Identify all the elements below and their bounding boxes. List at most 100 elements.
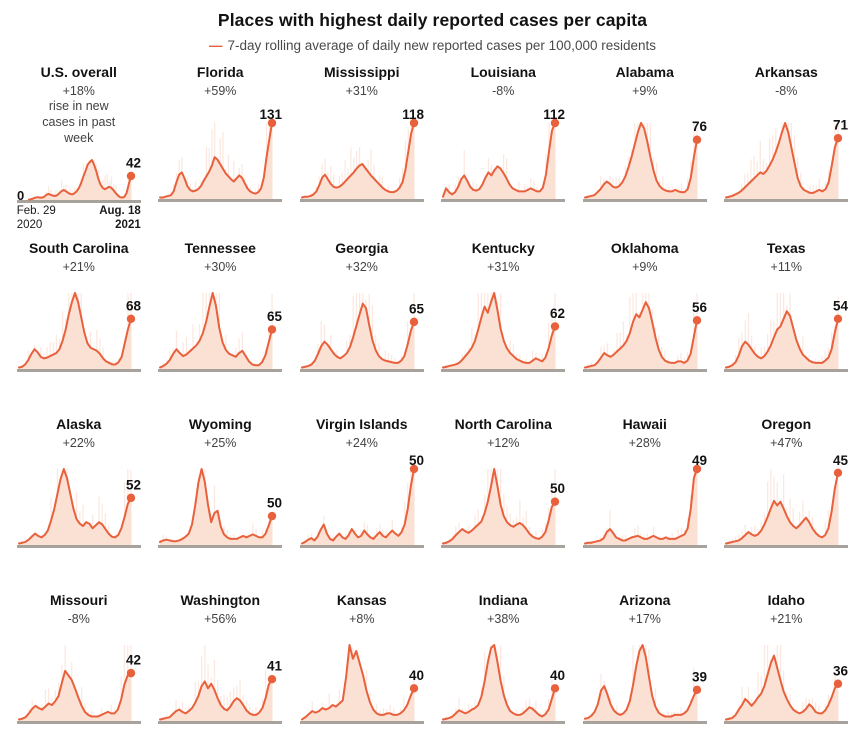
sparkline-chart: 36 bbox=[724, 645, 849, 724]
area-fill bbox=[301, 469, 414, 545]
daily-raw-bar bbox=[518, 181, 520, 199]
sparkline-chart: 71 bbox=[724, 118, 849, 202]
sparkline-chart: 56 bbox=[582, 293, 707, 372]
x-axis-baseline bbox=[16, 369, 141, 372]
area-fill bbox=[160, 293, 273, 369]
daily-raw-bar bbox=[271, 521, 273, 545]
state-name: Mississippi bbox=[324, 64, 400, 80]
rolling-average-line bbox=[442, 292, 557, 369]
axis-start-date: Feb. 29 2020 bbox=[16, 205, 56, 232]
state-name: U.S. overall bbox=[40, 64, 117, 80]
sparkline-chart: 52 bbox=[16, 468, 141, 548]
state-name: Indiana bbox=[478, 592, 528, 608]
daily-raw-bar bbox=[696, 128, 698, 199]
small-multiples-grid: U.S. overall +18% rise in new cases in p… bbox=[8, 64, 857, 724]
daily-raw-bar bbox=[130, 645, 132, 721]
rolling-average-line bbox=[17, 292, 132, 369]
latest-value-dot bbox=[834, 679, 843, 688]
state-name: Wyoming bbox=[188, 416, 252, 432]
x-axis-baseline bbox=[158, 369, 283, 372]
area-fill bbox=[726, 311, 839, 369]
sparkline-chart: 40 bbox=[299, 644, 424, 724]
grid-row: Alaska +22% 52 Wyoming +25% 50 Virgin Is… bbox=[8, 416, 857, 548]
state-panel: Idaho +21% 36 bbox=[716, 592, 858, 724]
latest-value-label: 39 bbox=[692, 669, 707, 684]
area-fill bbox=[301, 303, 414, 369]
latest-value-label: 76 bbox=[692, 119, 707, 134]
state-panel: Arizona +17% 39 bbox=[574, 592, 716, 724]
state-panel: Virgin Islands +24% 50 bbox=[291, 416, 433, 548]
state-panel: Oregon +47% 45 bbox=[716, 416, 858, 548]
change-percent: +28% bbox=[628, 436, 661, 451]
state-name: Oklahoma bbox=[610, 240, 679, 256]
latest-value-label: 54 bbox=[833, 298, 848, 313]
state-panel: Oklahoma +9% 56 bbox=[574, 240, 716, 372]
latest-value-label: 40 bbox=[409, 668, 424, 683]
rolling-average-line bbox=[159, 468, 274, 543]
change-percent: +30% bbox=[204, 260, 237, 275]
latest-value-dot bbox=[268, 118, 277, 128]
state-name: Washington bbox=[180, 592, 261, 608]
state-panel: Louisiana -8% 112 bbox=[433, 64, 575, 230]
rolling-average-line bbox=[300, 302, 415, 369]
sparkline-chart: 39 bbox=[582, 644, 707, 724]
legend-line-swatch: — bbox=[208, 38, 223, 53]
latest-value-label: 40 bbox=[550, 668, 565, 683]
state-name: Kansas bbox=[336, 592, 387, 608]
change-percent: +21% bbox=[770, 612, 803, 627]
latest-value-label: 65 bbox=[409, 301, 424, 316]
state-name: Arkansas bbox=[754, 64, 818, 80]
rolling-average-line bbox=[27, 159, 132, 202]
rolling-average-line bbox=[583, 644, 698, 720]
change-percent: +9% bbox=[632, 260, 658, 275]
area-fill bbox=[301, 645, 414, 721]
daily-raw-bar bbox=[837, 123, 839, 199]
rolling-average-line bbox=[159, 122, 274, 199]
latest-value-dot bbox=[692, 316, 701, 325]
rolling-average-line bbox=[725, 310, 840, 369]
change-percent: +18% bbox=[62, 84, 95, 99]
sparkline-chart: 50 bbox=[299, 453, 424, 548]
daily-raw-bar bbox=[222, 132, 224, 199]
daily-raw-bar bbox=[413, 469, 415, 545]
latest-value-label: 50 bbox=[267, 496, 282, 511]
change-percent: -8% bbox=[492, 84, 515, 99]
change-percent: +21% bbox=[62, 260, 95, 275]
latest-value-label: 50 bbox=[550, 481, 565, 496]
change-percent: +25% bbox=[204, 436, 237, 451]
latest-value-dot bbox=[834, 134, 843, 143]
x-axis-baseline bbox=[724, 545, 849, 548]
latest-value-label: 118 bbox=[402, 107, 424, 122]
rolling-average-line bbox=[442, 468, 557, 545]
daily-raw-bar bbox=[413, 123, 415, 199]
area-fill bbox=[443, 469, 556, 545]
daily-raw-bar bbox=[696, 293, 698, 369]
latest-value-dot bbox=[551, 118, 560, 128]
area-fill bbox=[443, 293, 556, 369]
state-panel: Missouri -8% 42 bbox=[8, 592, 150, 724]
x-axis-labels: Feb. 29 2020 Aug. 18 2021 bbox=[17, 204, 141, 231]
daily-raw-bar bbox=[413, 293, 415, 369]
latest-value-dot bbox=[834, 468, 843, 477]
daily-raw-bar bbox=[767, 481, 769, 545]
x-axis-baseline bbox=[724, 199, 849, 202]
daily-raw-bar bbox=[696, 469, 698, 545]
rolling-average-line bbox=[725, 471, 840, 545]
area-fill bbox=[584, 645, 697, 721]
sparkline-chart: 49 bbox=[582, 453, 707, 548]
area-fill bbox=[443, 645, 556, 721]
area-fill bbox=[726, 123, 839, 199]
x-axis-baseline bbox=[441, 369, 566, 372]
rolling-average-line bbox=[583, 468, 698, 545]
daily-raw-bar bbox=[130, 469, 132, 545]
state-name: Kentucky bbox=[471, 240, 535, 256]
latest-value-label: 131 bbox=[260, 107, 283, 122]
latest-value-dot bbox=[268, 325, 277, 334]
chart-legend: — 7-day rolling average of daily new repo… bbox=[8, 38, 857, 53]
x-axis-baseline bbox=[441, 199, 566, 202]
daily-raw-bar bbox=[554, 692, 556, 721]
latest-value-dot bbox=[409, 684, 418, 693]
daily-raw-bar bbox=[95, 329, 98, 369]
state-panel: Florida +59% 131 bbox=[150, 64, 292, 230]
latest-value-label: 45 bbox=[833, 453, 848, 468]
